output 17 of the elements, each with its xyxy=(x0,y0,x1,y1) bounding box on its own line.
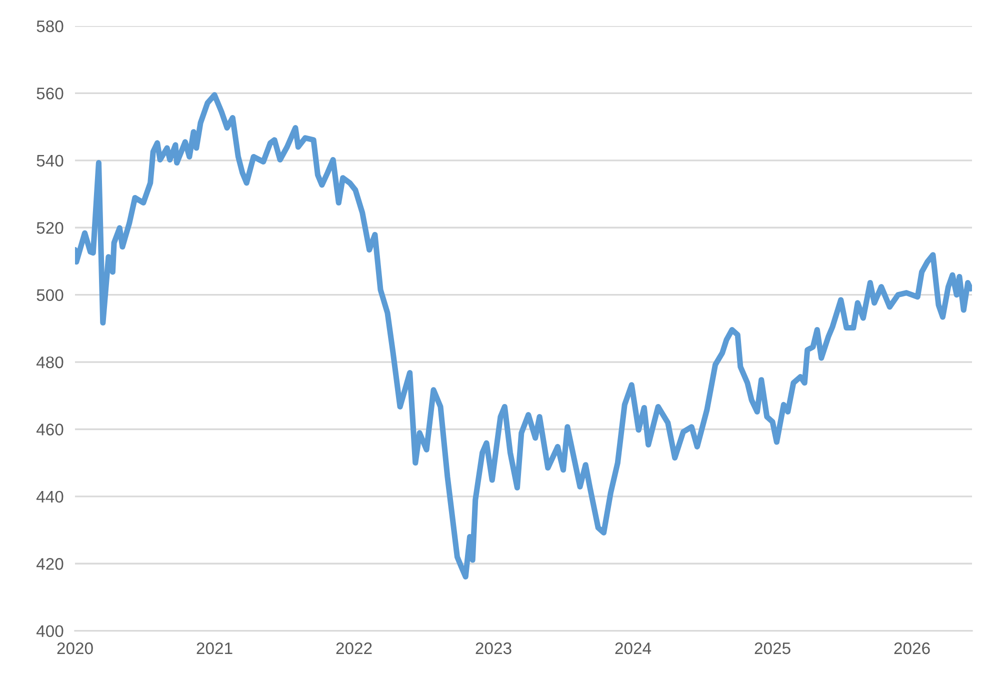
y-tick-label: 420 xyxy=(36,558,64,570)
y-tick-label: 540 xyxy=(36,154,64,167)
y-tick-label: 500 xyxy=(36,289,64,302)
x-tick-label: 2026 xyxy=(894,642,930,654)
y-tick-label: 520 xyxy=(36,222,64,234)
y-tick-label: 560 xyxy=(36,88,64,100)
x-tick-label: 2021 xyxy=(196,642,232,654)
y-tick-label: 440 xyxy=(36,490,64,503)
y-tick-label: 480 xyxy=(36,356,64,368)
x-tick-label: 2022 xyxy=(336,642,372,654)
y-tick-label: 460 xyxy=(36,424,64,436)
x-tick-label: 2023 xyxy=(476,642,512,654)
x-tick-label: 2020 xyxy=(57,642,93,654)
y-tick-label: 580 xyxy=(36,20,64,32)
x-tick-label: 2024 xyxy=(615,642,652,654)
x-tick-label: 2025 xyxy=(754,642,790,654)
y-tick-label: 400 xyxy=(36,625,64,638)
